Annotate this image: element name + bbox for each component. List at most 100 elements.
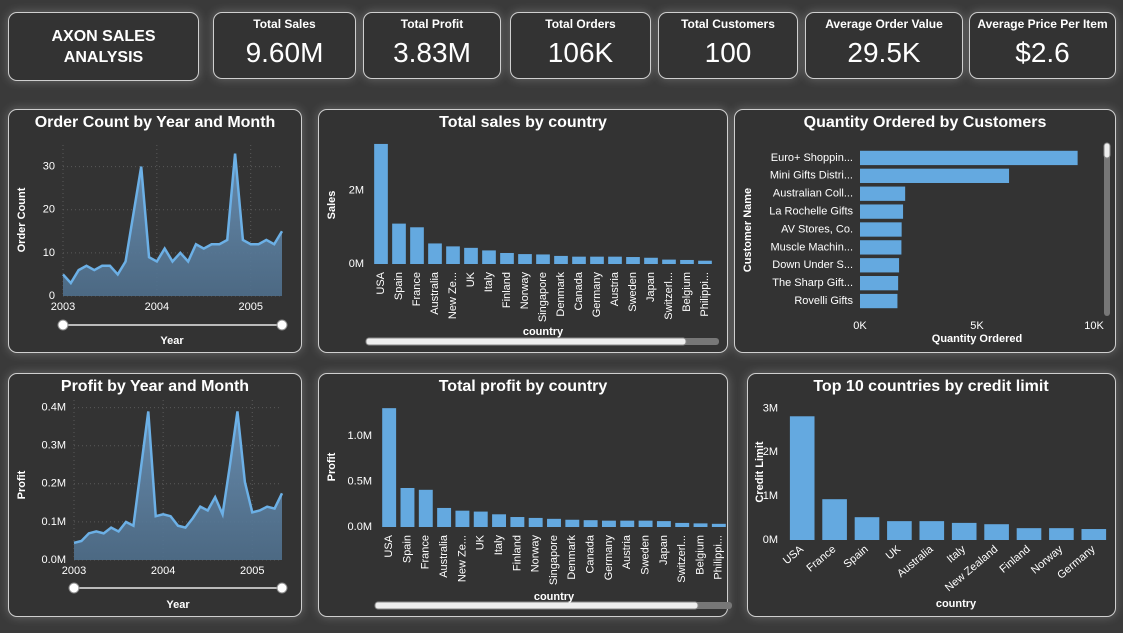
kpi-value: 106K (547, 37, 614, 68)
x-axis-title: country (936, 598, 977, 610)
bar (473, 511, 488, 527)
slider-handle[interactable] (276, 582, 288, 594)
bar (644, 257, 658, 264)
slider-handle[interactable] (57, 319, 69, 331)
scrollbar-track (1104, 143, 1110, 316)
category-label: USA (781, 543, 807, 567)
category-label: USA (375, 271, 387, 294)
scrollbar-thumb[interactable] (1103, 142, 1111, 159)
kpi-card: Average Order Value 29.5K (805, 12, 963, 79)
line (62, 153, 284, 286)
x-tick-label: 2003 (51, 301, 75, 313)
kpi-value: 9.60M (245, 37, 324, 68)
category-label: UK (475, 534, 487, 550)
bar (572, 256, 586, 264)
bar (951, 522, 977, 540)
category-label: Spain (842, 543, 871, 570)
category-label: Norway (519, 272, 531, 310)
x-axis-title: country (534, 591, 575, 603)
category-label: Down Under S... (772, 259, 853, 271)
brand-title: AXON SALES ANALYSIS (51, 27, 156, 66)
bar (418, 489, 433, 527)
chart-title: Total profit by country (439, 378, 608, 395)
bar (536, 254, 550, 264)
x-tick-label: 10K (1084, 320, 1104, 332)
category-label: France (411, 272, 423, 306)
y-tick-label: 1M (763, 490, 778, 502)
bar (518, 254, 532, 264)
category-label: Switzerl... (676, 535, 688, 583)
category-label: Japan (658, 535, 670, 565)
scrollbar-thumb[interactable] (374, 601, 699, 610)
y-tick-label: 0.3M (42, 440, 66, 452)
bar (698, 260, 712, 264)
bar (860, 293, 898, 309)
category-label: Australia (429, 271, 441, 315)
bar (860, 222, 902, 237)
kpi-label: Total Profit (400, 17, 464, 31)
bar (854, 517, 880, 540)
bar (482, 250, 496, 264)
category-label: Finland (511, 535, 523, 571)
scrollbar-thumb[interactable] (365, 337, 687, 346)
x-axis-title: Quantity Ordered (932, 333, 1022, 345)
y-tick-label: 0.1M (42, 516, 66, 528)
category-label: Sweden (639, 535, 651, 575)
category-label: New Ze... (456, 535, 468, 582)
category-label: Singapore (548, 535, 560, 585)
bar (455, 510, 470, 527)
category-label: Switzerl... (663, 272, 675, 320)
category-label: Belgium (694, 535, 706, 575)
bar (822, 499, 847, 540)
y-axis-title: Customer Name (742, 188, 754, 272)
category-label: Rovelli Gifts (794, 295, 853, 307)
bar (1016, 528, 1042, 540)
x-axis-title: country (523, 326, 564, 338)
bar (382, 408, 397, 527)
bar (620, 520, 635, 527)
category-label: Germany (591, 272, 603, 318)
bar (887, 521, 912, 540)
category-label: Finland (501, 272, 513, 308)
y-axis-title: Credit Limit (754, 441, 766, 502)
category-label: Italy (945, 543, 969, 565)
bar (437, 507, 452, 527)
category-label: Canada (585, 534, 597, 573)
y-tick-label: 3M (763, 402, 778, 414)
bar (464, 247, 478, 264)
bar (500, 252, 514, 264)
y-tick-label: 1.0M (348, 430, 372, 442)
bar (554, 255, 568, 264)
x-tick-label: 2005 (238, 301, 262, 313)
bar (789, 416, 815, 540)
kpi-card: Total Sales 9.60M (213, 12, 356, 79)
chart-title: Total sales by country (439, 114, 607, 131)
slider-handle[interactable] (68, 582, 80, 594)
bar (860, 276, 899, 291)
bar (860, 258, 900, 273)
kpi-card: Average Price Per Item $2.6 (969, 12, 1116, 79)
bar (547, 518, 561, 527)
category-label: Australian Coll... (773, 188, 853, 200)
bar (428, 243, 442, 264)
kpi-label: Total Sales (253, 17, 316, 31)
category-label: Italy (483, 272, 495, 293)
category-label: Norway (530, 535, 542, 573)
kpi-label: Total Customers (681, 17, 775, 31)
bar (675, 522, 690, 527)
kpi-card: Total Customers 100 (658, 12, 798, 79)
category-label: Spain (393, 272, 405, 300)
x-tick-label: 2003 (62, 565, 86, 577)
bar (1081, 529, 1107, 540)
bar (392, 223, 406, 264)
category-label: Spain (401, 535, 413, 563)
y-tick-label: 0M (763, 534, 778, 546)
bar (446, 246, 460, 264)
y-tick-label: 0M (349, 258, 364, 270)
category-label: USA (383, 534, 395, 557)
slider-handle[interactable] (276, 319, 288, 331)
bar (608, 256, 622, 264)
category-label: Belgium (681, 272, 693, 312)
bar (400, 487, 415, 527)
bar (583, 520, 598, 527)
